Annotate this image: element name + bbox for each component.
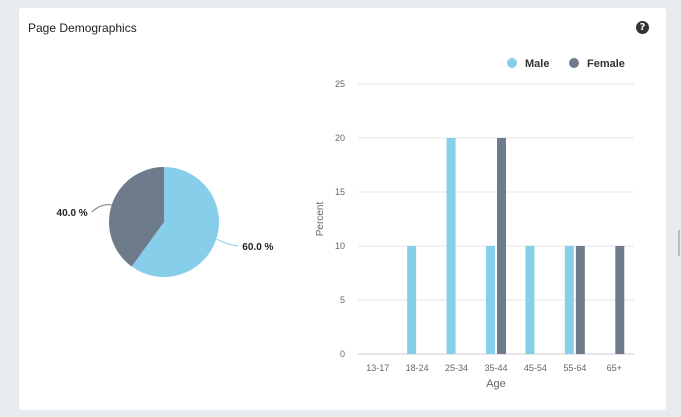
x-tick-label: 25-34 bbox=[445, 363, 468, 373]
x-tick-label: 18-24 bbox=[406, 363, 429, 373]
y-tick-label: 10 bbox=[335, 241, 345, 251]
bar-female bbox=[497, 138, 506, 354]
age-bar-chart: 0 5 10 15 20 25 Percent 13-17 18-24 25-34 35-44 45-… bbox=[315, 58, 634, 390]
pie-slice bbox=[108, 167, 164, 267]
bar-male bbox=[564, 246, 574, 354]
y-tick-label: 5 bbox=[340, 295, 345, 305]
gender-pie-chart: 60.0 % 40.0 % bbox=[57, 167, 274, 277]
bar-male bbox=[486, 246, 495, 354]
legend-label-female: Female bbox=[587, 58, 625, 70]
pie-label-connector bbox=[216, 238, 239, 247]
x-tick-label: 13-17 bbox=[366, 363, 389, 373]
card-title: Page Demographics bbox=[28, 21, 137, 35]
legend-label-male: Male bbox=[525, 58, 549, 70]
y-tick-label: 20 bbox=[335, 133, 345, 143]
question-circle-icon[interactable]: ? bbox=[636, 21, 649, 34]
x-tick-label: 65+ bbox=[607, 363, 622, 373]
pie-data-label: 40.0 % bbox=[57, 208, 88, 219]
x-tick-label: 45-54 bbox=[524, 363, 547, 373]
legend-marker-male bbox=[507, 58, 517, 68]
bar-male bbox=[525, 246, 535, 354]
x-tick-label: 55-64 bbox=[563, 363, 586, 373]
y-tick-label: 0 bbox=[340, 349, 345, 359]
legend-marker-female bbox=[569, 58, 579, 68]
x-axis-label: Age bbox=[486, 378, 506, 390]
x-tick-label: 35-44 bbox=[484, 363, 507, 373]
y-tick-label: 15 bbox=[335, 187, 345, 197]
pie-label-connector bbox=[91, 204, 112, 213]
bar-female bbox=[575, 246, 585, 354]
y-tick-label: 25 bbox=[335, 79, 345, 89]
bar-male bbox=[446, 138, 456, 354]
scrollbar-handle[interactable] bbox=[678, 230, 680, 256]
pie-data-label: 60.0 % bbox=[242, 242, 273, 253]
pie-slice bbox=[131, 167, 219, 277]
bar-male bbox=[407, 246, 417, 354]
y-axis-label: Percent bbox=[315, 202, 326, 237]
bar-female bbox=[615, 246, 625, 354]
